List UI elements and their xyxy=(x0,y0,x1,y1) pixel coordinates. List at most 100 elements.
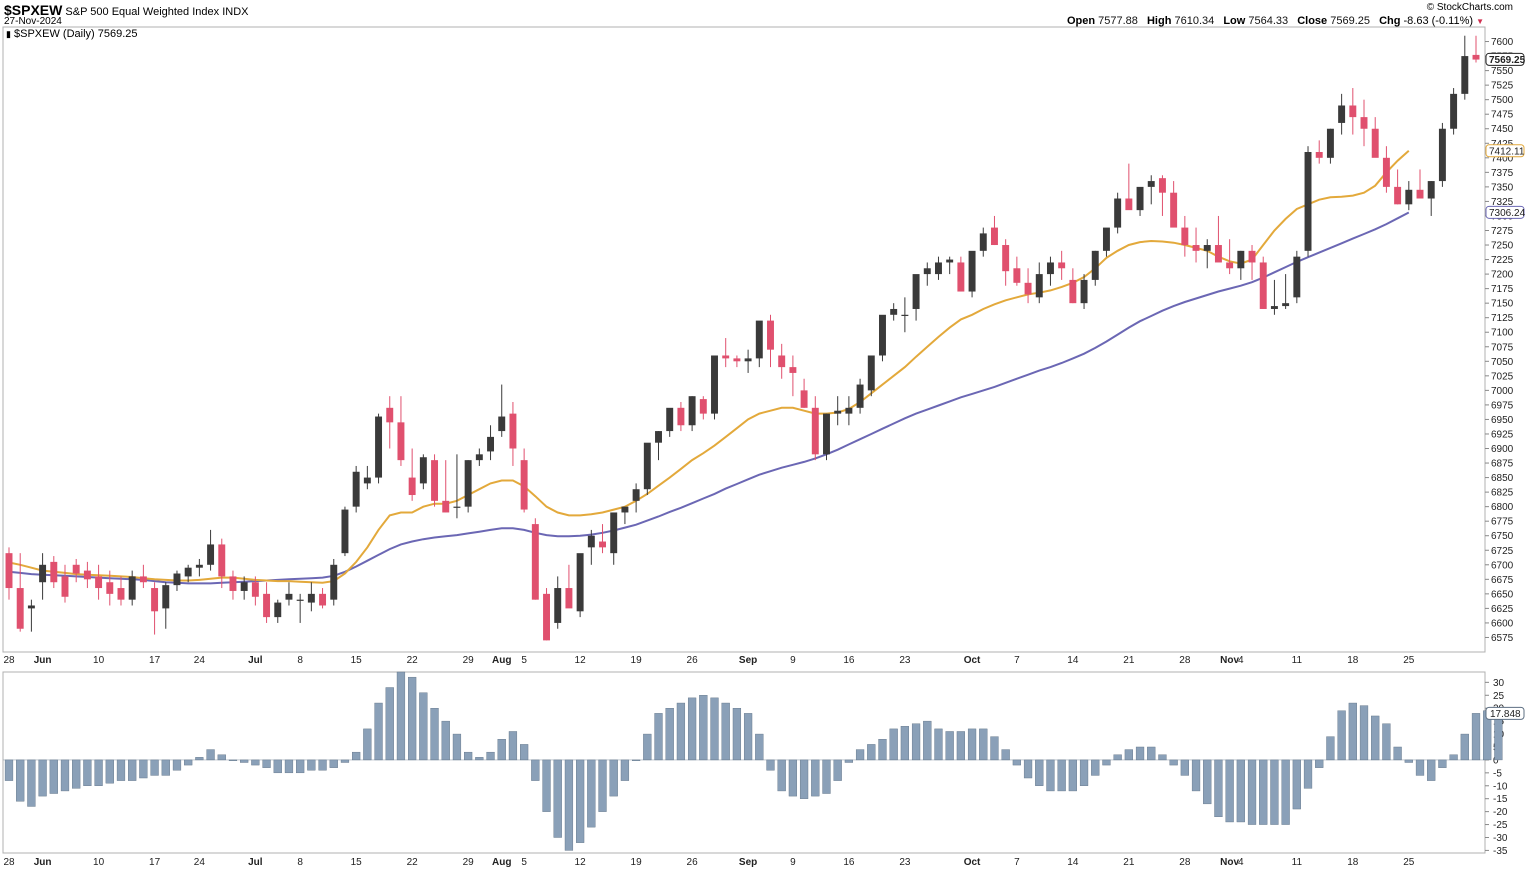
histogram-bar xyxy=(844,759,854,763)
y-tick-label: 7325 xyxy=(1491,197,1514,208)
candle-body xyxy=(699,399,707,414)
histogram-bar xyxy=(1471,713,1481,761)
candle-body xyxy=(755,320,763,359)
histogram-bar xyxy=(1359,705,1369,761)
histogram-bar xyxy=(262,759,271,768)
candle-body xyxy=(251,582,259,597)
hist-x-tick-label: Aug xyxy=(492,857,511,868)
candle-body xyxy=(162,585,170,609)
candle xyxy=(1416,169,1424,199)
x-tick-label: 25 xyxy=(1403,655,1415,666)
candle xyxy=(901,297,909,333)
candle xyxy=(475,448,483,466)
candle xyxy=(1147,175,1155,205)
x-tick-label: 14 xyxy=(1067,655,1079,666)
candle-body xyxy=(632,489,640,501)
candle-body xyxy=(1438,128,1446,182)
candle-body xyxy=(240,582,248,591)
candle-body xyxy=(375,416,383,478)
candle-body xyxy=(923,268,931,275)
candle-body xyxy=(1147,181,1155,187)
y-tick-label: 6675 xyxy=(1491,575,1514,586)
candle xyxy=(498,384,506,437)
close-label: Close xyxy=(1297,15,1328,27)
candle-body xyxy=(1002,245,1010,272)
candle-body xyxy=(1170,192,1178,228)
candle xyxy=(408,448,416,501)
candle xyxy=(666,407,674,437)
candle xyxy=(1472,35,1480,63)
candle xyxy=(990,215,998,246)
candle-body xyxy=(599,541,606,548)
candle xyxy=(845,396,853,426)
hist-x-tick-label: 18 xyxy=(1347,857,1359,868)
y-tick-label: 7350 xyxy=(1491,182,1514,193)
candle xyxy=(1035,262,1043,304)
y-tick-label: 7375 xyxy=(1491,168,1514,179)
candle xyxy=(879,314,886,362)
y-tick-label: 7550 xyxy=(1491,66,1514,77)
candle-body xyxy=(576,553,584,612)
candle xyxy=(587,529,595,565)
y-tick-label: 7475 xyxy=(1491,110,1514,121)
histogram-bar xyxy=(128,759,137,781)
candle-body xyxy=(1181,227,1189,246)
candle-body xyxy=(16,588,24,629)
candle-body xyxy=(363,477,371,484)
histogram-bar xyxy=(284,759,294,774)
histogram-bar xyxy=(665,708,674,761)
x-tick-label: 28 xyxy=(3,655,15,666)
candle xyxy=(162,582,170,629)
candle-body xyxy=(1114,198,1122,228)
hist-x-tick-label: 28 xyxy=(1179,857,1191,868)
candle-body xyxy=(867,355,875,391)
candle-body xyxy=(845,407,853,414)
candle-body xyxy=(1248,250,1256,263)
candle-body xyxy=(1427,181,1435,199)
hist-x-tick-label: 8 xyxy=(297,857,303,868)
ma-long-line xyxy=(8,211,1410,585)
candle-body xyxy=(957,262,965,292)
candle xyxy=(632,483,640,513)
candle-body xyxy=(1237,250,1245,269)
histogram-bar xyxy=(508,731,518,761)
candle xyxy=(1293,250,1301,304)
candle xyxy=(923,262,931,286)
close-value: 7569.25 xyxy=(1330,15,1370,27)
candle xyxy=(296,593,304,623)
histogram-bar xyxy=(1102,759,1111,766)
candle-body xyxy=(811,407,819,455)
candle-body xyxy=(72,564,80,574)
candle-body xyxy=(744,358,752,362)
y-tick-label: 7275 xyxy=(1491,226,1514,237)
histogram-bar xyxy=(430,708,439,761)
candle xyxy=(733,355,741,368)
candle xyxy=(1360,99,1368,147)
candle-body xyxy=(1226,262,1234,269)
candle xyxy=(117,576,125,606)
histogram-bar xyxy=(1281,759,1290,825)
candle xyxy=(184,564,192,583)
candle xyxy=(285,582,293,606)
candle xyxy=(912,274,920,321)
y-tick-label: 6600 xyxy=(1491,618,1514,629)
candle xyxy=(397,396,405,466)
candle xyxy=(834,396,842,426)
y-tick-label: 6825 xyxy=(1491,488,1514,499)
hist-x-tick-label: 29 xyxy=(463,857,475,868)
candle xyxy=(543,588,550,641)
histogram-bar xyxy=(788,759,798,797)
candle-body xyxy=(229,576,237,591)
y-tick-label: 7175 xyxy=(1491,284,1514,295)
histogram-bar xyxy=(1337,710,1346,761)
candle xyxy=(576,553,584,618)
price-panel-frame xyxy=(2,26,1486,653)
histogram-bar xyxy=(867,744,876,761)
histogram-bar xyxy=(956,731,965,761)
histogram-bar xyxy=(251,759,260,766)
histogram-bar xyxy=(799,759,809,799)
candle-body xyxy=(1461,56,1469,94)
candle-body xyxy=(128,576,136,600)
histogram-bar xyxy=(520,744,529,761)
candle xyxy=(1203,239,1211,269)
